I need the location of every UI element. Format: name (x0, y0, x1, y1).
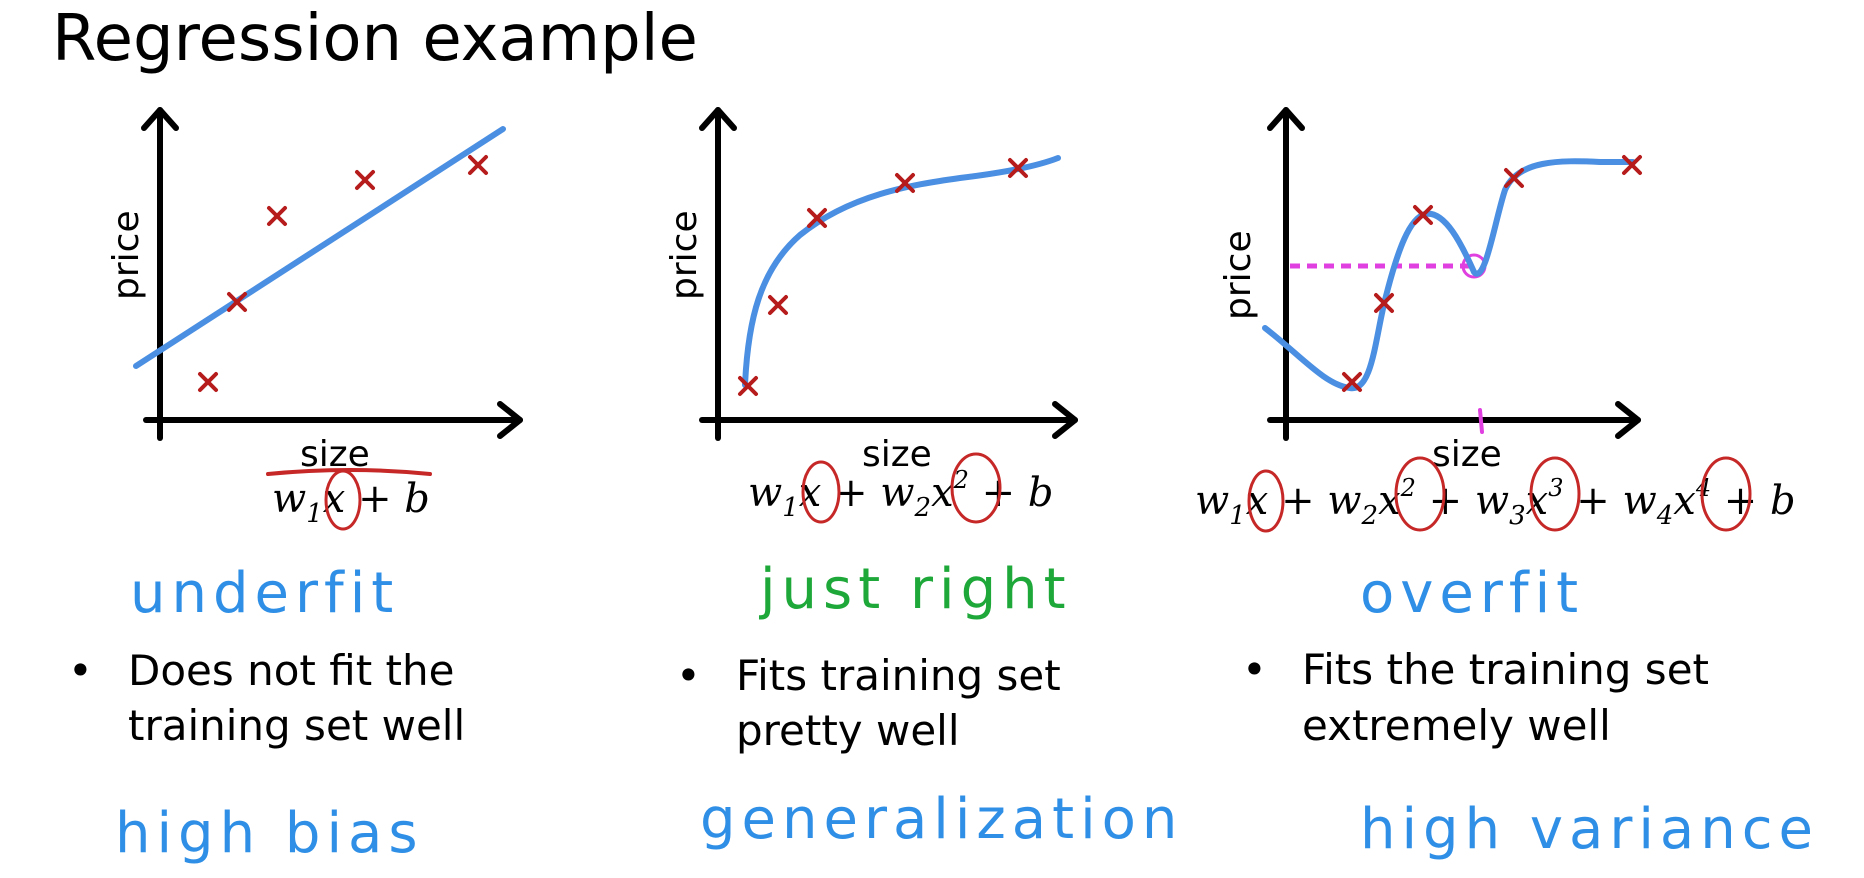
data-point (198, 372, 218, 392)
bullet-line-2: pretty well (736, 706, 960, 755)
formula-underfit: w1x + b (272, 476, 430, 529)
panel-just-right: price size w1x + w2x2 + b just right • F… (664, 107, 1183, 852)
bullet-line-2: training set well (128, 701, 465, 750)
verdict-overfit: overfit (1360, 561, 1584, 626)
y-axis-label: price (106, 210, 147, 300)
data-point (1008, 158, 1028, 178)
feature-circle (324, 469, 362, 531)
bullet-dot: • (68, 646, 93, 695)
data-point (355, 170, 375, 190)
x-axis-label: size (1432, 434, 1502, 475)
panel-underfit: price size w1x + b underfit • Does not f… (68, 107, 523, 866)
data-point (807, 208, 827, 228)
data-point (895, 173, 915, 193)
y-axis-arrow-icon (1267, 107, 1305, 131)
data-point (738, 376, 758, 396)
bullet-line-1: Fits the training set (1302, 645, 1709, 694)
y-axis-arrow-icon (141, 107, 179, 131)
data-point (768, 295, 788, 315)
formula-overfit: w1x + w2x2 + w3x3 + w4x4 + b (1195, 474, 1796, 531)
tag-high-variance: high variance (1360, 797, 1819, 862)
fit-curve-quadratic (742, 155, 1061, 388)
tag-high-bias: high bias (115, 801, 424, 866)
strike-line (266, 468, 432, 476)
feature-circle (1700, 456, 1752, 532)
y-axis-arrow-icon (699, 107, 737, 131)
bullet-line-1: Fits training set (736, 651, 1061, 700)
data-point (227, 292, 247, 312)
axes-just-right (699, 107, 1078, 441)
data-point (1342, 372, 1362, 392)
tag-generalization: generalization (700, 787, 1183, 852)
feature-circle (950, 452, 1002, 524)
x-axis-arrow-icon (1615, 401, 1641, 439)
data-points-overfit (1342, 155, 1642, 392)
feature-circle (801, 460, 841, 524)
y-axis-label: price (1218, 230, 1259, 320)
feature-circle (1247, 469, 1285, 533)
x-axis-arrow-icon (1052, 401, 1078, 439)
data-point (1504, 168, 1524, 188)
data-point (267, 206, 287, 226)
data-points-underfit (198, 155, 488, 392)
bullet-line-2: extremely well (1302, 701, 1611, 750)
bullet-line-1: Does not fit the (128, 646, 454, 695)
verdict-just-right: just right (758, 557, 1072, 622)
verdict-underfit: underfit (130, 561, 399, 626)
x-axis-arrow-icon (497, 401, 523, 439)
data-point (1374, 293, 1394, 313)
axes-overfit (1267, 107, 1641, 441)
axes-underfit (141, 107, 523, 441)
y-axis-label: price (664, 210, 705, 300)
data-point (468, 155, 488, 175)
bullet-dot: • (1242, 645, 1267, 694)
feature-circle (1394, 456, 1446, 532)
panel-overfit: price size w1x + w2x2 + w3x3 + w4x4 + b … (1195, 107, 1819, 862)
formula-just-right: w1x + w2x2 + b (748, 466, 1054, 523)
fit-line-linear (133, 126, 506, 369)
feature-circle (1529, 456, 1581, 532)
query-tick (1478, 408, 1484, 434)
data-point (1413, 205, 1433, 225)
fit-curve-quartic (1262, 158, 1636, 392)
data-point (1622, 155, 1642, 175)
bullet-dot: • (676, 651, 701, 700)
x-axis-label: size (862, 434, 932, 475)
slide-title: Regression example (52, 2, 698, 76)
data-points-just-right (738, 158, 1028, 396)
